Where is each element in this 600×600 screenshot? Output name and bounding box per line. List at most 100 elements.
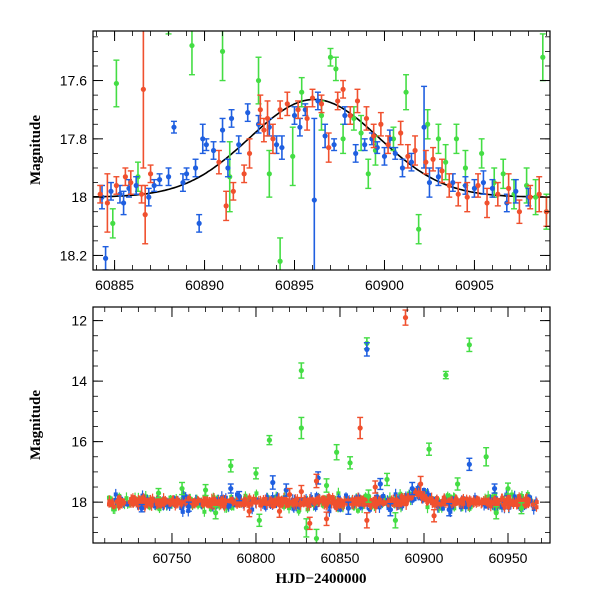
green-outlier-point xyxy=(426,442,433,456)
green-data-point xyxy=(266,149,273,198)
full-data-marks xyxy=(106,309,539,543)
red-data-point xyxy=(113,176,120,195)
blue-data-point xyxy=(314,91,321,111)
green-outlier-point xyxy=(298,362,305,379)
green-outlier-point xyxy=(365,489,372,503)
blue-outlier-point xyxy=(377,477,384,491)
red-data-point xyxy=(397,120,404,146)
x-tick-label: 60905 xyxy=(455,277,494,293)
red-data-point xyxy=(536,176,543,213)
blue-data-point xyxy=(322,123,329,149)
green-outlier-point xyxy=(266,434,273,446)
red-data-point xyxy=(246,138,253,169)
zoom-y-axis-label: Magnitude xyxy=(28,115,44,185)
x-tick-label: 60900 xyxy=(405,550,444,566)
blue-data-point xyxy=(291,106,298,125)
green-data-point xyxy=(113,59,120,108)
blue-data-point xyxy=(192,158,199,178)
blue-data-point xyxy=(102,245,109,270)
green-outlier-point xyxy=(333,443,340,461)
y-tick-label: 14 xyxy=(71,373,87,389)
green-outlier-point xyxy=(454,477,461,491)
green-outlier-point xyxy=(442,370,449,380)
green-data-point xyxy=(500,158,507,190)
y-tick-label: 18.2 xyxy=(60,247,87,263)
full-light-curve-panel: 60750 60800 60850 60900 60950 12 14 16 18 Magnit… xyxy=(28,306,551,587)
green-data-point xyxy=(332,56,339,82)
blue-data-point xyxy=(228,108,235,128)
zoom-data-marks xyxy=(93,31,550,270)
green-data-point xyxy=(453,123,460,155)
red-outlier-point xyxy=(372,480,379,494)
red-data-point xyxy=(241,164,248,184)
blue-data-point xyxy=(107,181,114,201)
x-tick-label: 60885 xyxy=(95,277,134,293)
blue-outlier-point xyxy=(227,483,234,494)
blue-outlier-point xyxy=(446,502,453,517)
red-data-point xyxy=(404,143,411,169)
blue-data-point xyxy=(408,152,415,172)
red-data-point xyxy=(464,181,471,213)
x-tick-label: 60900 xyxy=(365,277,404,293)
y-tick-label: 12 xyxy=(71,313,87,329)
red-data-point xyxy=(516,199,523,225)
green-data-point xyxy=(277,237,284,270)
blue-data-point xyxy=(311,117,318,270)
green-data-point xyxy=(165,31,172,35)
green-outlier-point xyxy=(227,459,234,473)
red-data-point xyxy=(347,106,354,125)
blue-outlier-point xyxy=(236,490,243,502)
green-data-point xyxy=(340,123,347,155)
blue-data-point xyxy=(235,135,242,155)
y-tick-label: 16 xyxy=(71,434,87,450)
green-data-point xyxy=(539,33,546,82)
blue-outlier-point xyxy=(269,475,276,490)
red-data-point xyxy=(257,94,264,125)
blue-data-point xyxy=(471,178,478,198)
green-outlier-point xyxy=(298,416,305,440)
blue-data-point xyxy=(133,176,140,195)
blue-outlier-point xyxy=(409,481,416,496)
blue-data-point xyxy=(374,141,381,155)
red-data-point xyxy=(230,181,237,201)
blue-data-point xyxy=(480,170,487,195)
green-outlier-point xyxy=(518,502,525,515)
green-outlier-point xyxy=(384,472,391,487)
red-data-point xyxy=(97,184,104,204)
blue-data-point xyxy=(399,158,406,178)
green-data-point xyxy=(289,126,296,187)
red-data-point xyxy=(340,79,347,99)
blue-data-point xyxy=(361,138,368,152)
green-data-point xyxy=(478,138,485,169)
red-data-point xyxy=(494,181,501,207)
red-data-point xyxy=(422,149,429,175)
green-outlier-point xyxy=(504,482,511,495)
red-data-point xyxy=(455,181,462,207)
red-outlier-point xyxy=(276,504,283,518)
red-data-point xyxy=(334,91,341,111)
y-tick-label: 17.8 xyxy=(60,131,87,147)
green-outlier-point xyxy=(252,467,259,480)
blue-data-point xyxy=(224,158,231,178)
green-outlier-point xyxy=(179,481,186,496)
blue-data-point xyxy=(219,117,226,143)
green-data-point xyxy=(532,178,539,216)
blue-data-point xyxy=(196,213,203,233)
y-tick-label: 17.6 xyxy=(60,73,87,89)
red-data-point xyxy=(295,100,302,120)
x-tick-label: 60750 xyxy=(152,550,191,566)
blue-outlier-point xyxy=(466,457,473,472)
x-tick-label: 60800 xyxy=(237,550,276,566)
red-data-point xyxy=(215,149,222,175)
green-data-point xyxy=(415,213,422,245)
blue-data-point xyxy=(151,178,158,193)
x-tick-label: 60950 xyxy=(489,550,528,566)
blue-outlier-point xyxy=(185,501,192,512)
full-axes: 60750 60800 60850 60900 60950 12 14 16 18 xyxy=(71,307,550,566)
blue-outlier-point xyxy=(363,342,370,357)
blue-data-point xyxy=(273,135,280,155)
red-data-point xyxy=(260,117,267,143)
x-tick-label: 60890 xyxy=(185,277,224,293)
green-outlier-point xyxy=(392,512,399,529)
